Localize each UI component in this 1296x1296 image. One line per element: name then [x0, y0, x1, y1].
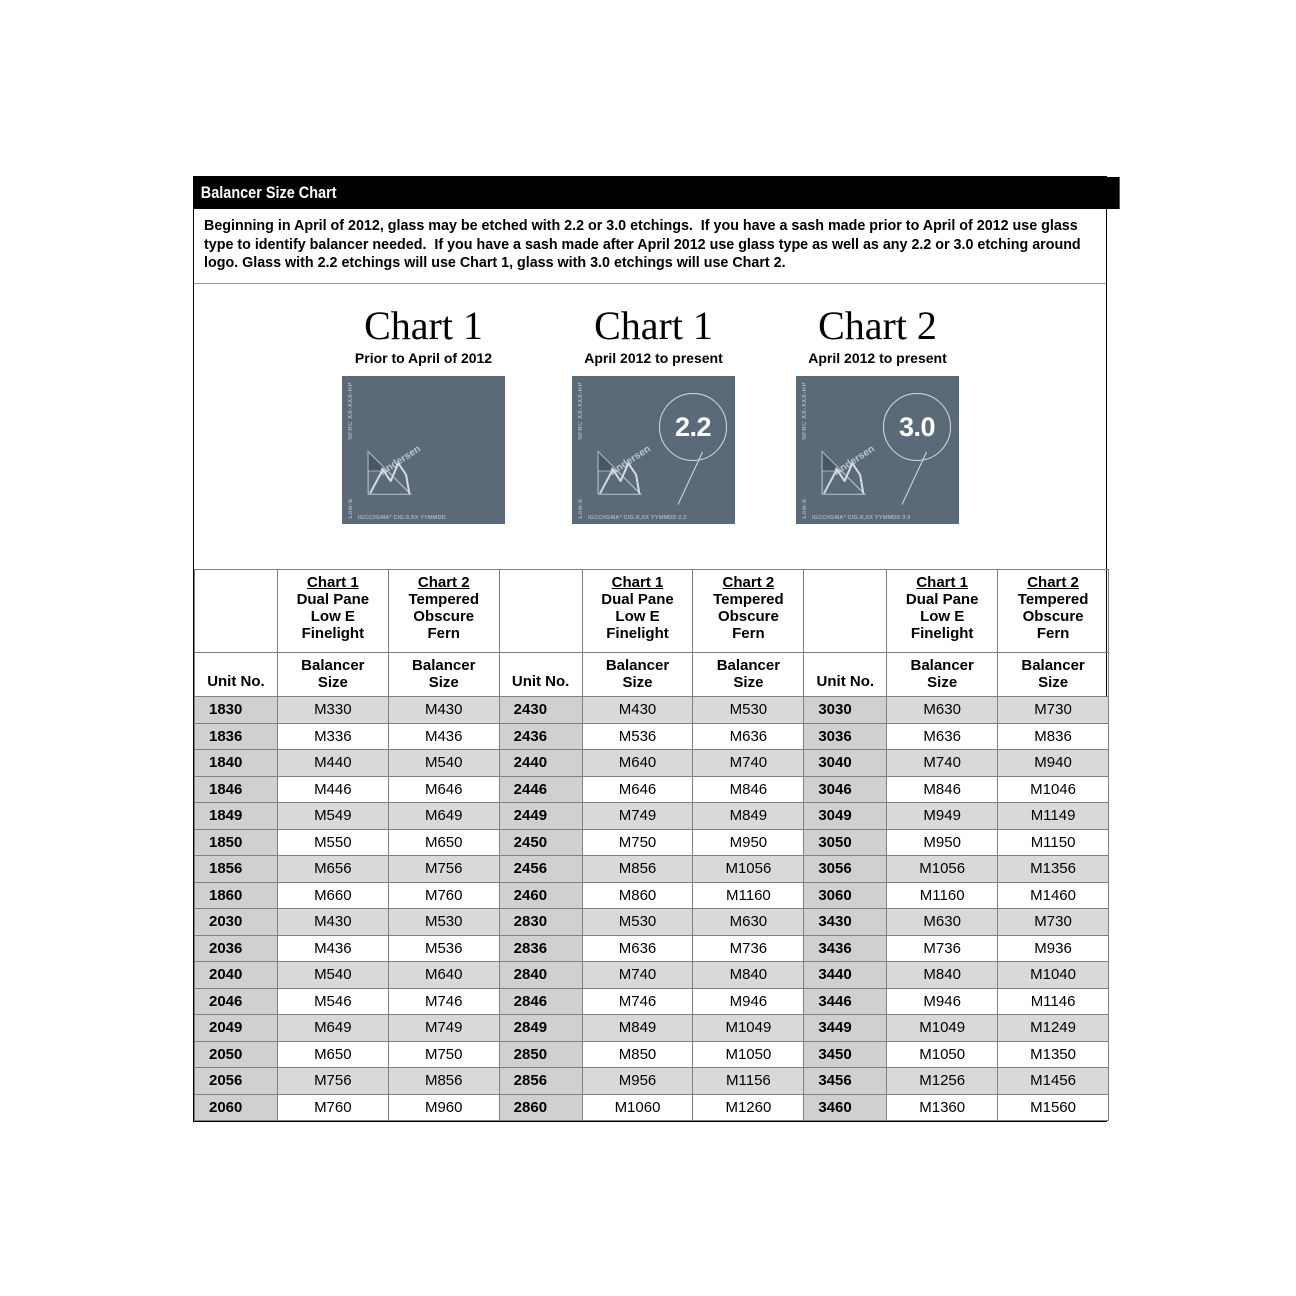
- svg-text:Andersen: Andersen: [832, 444, 877, 479]
- svg-text:Andersen: Andersen: [608, 444, 653, 479]
- svg-text:Andersen: Andersen: [378, 444, 423, 479]
